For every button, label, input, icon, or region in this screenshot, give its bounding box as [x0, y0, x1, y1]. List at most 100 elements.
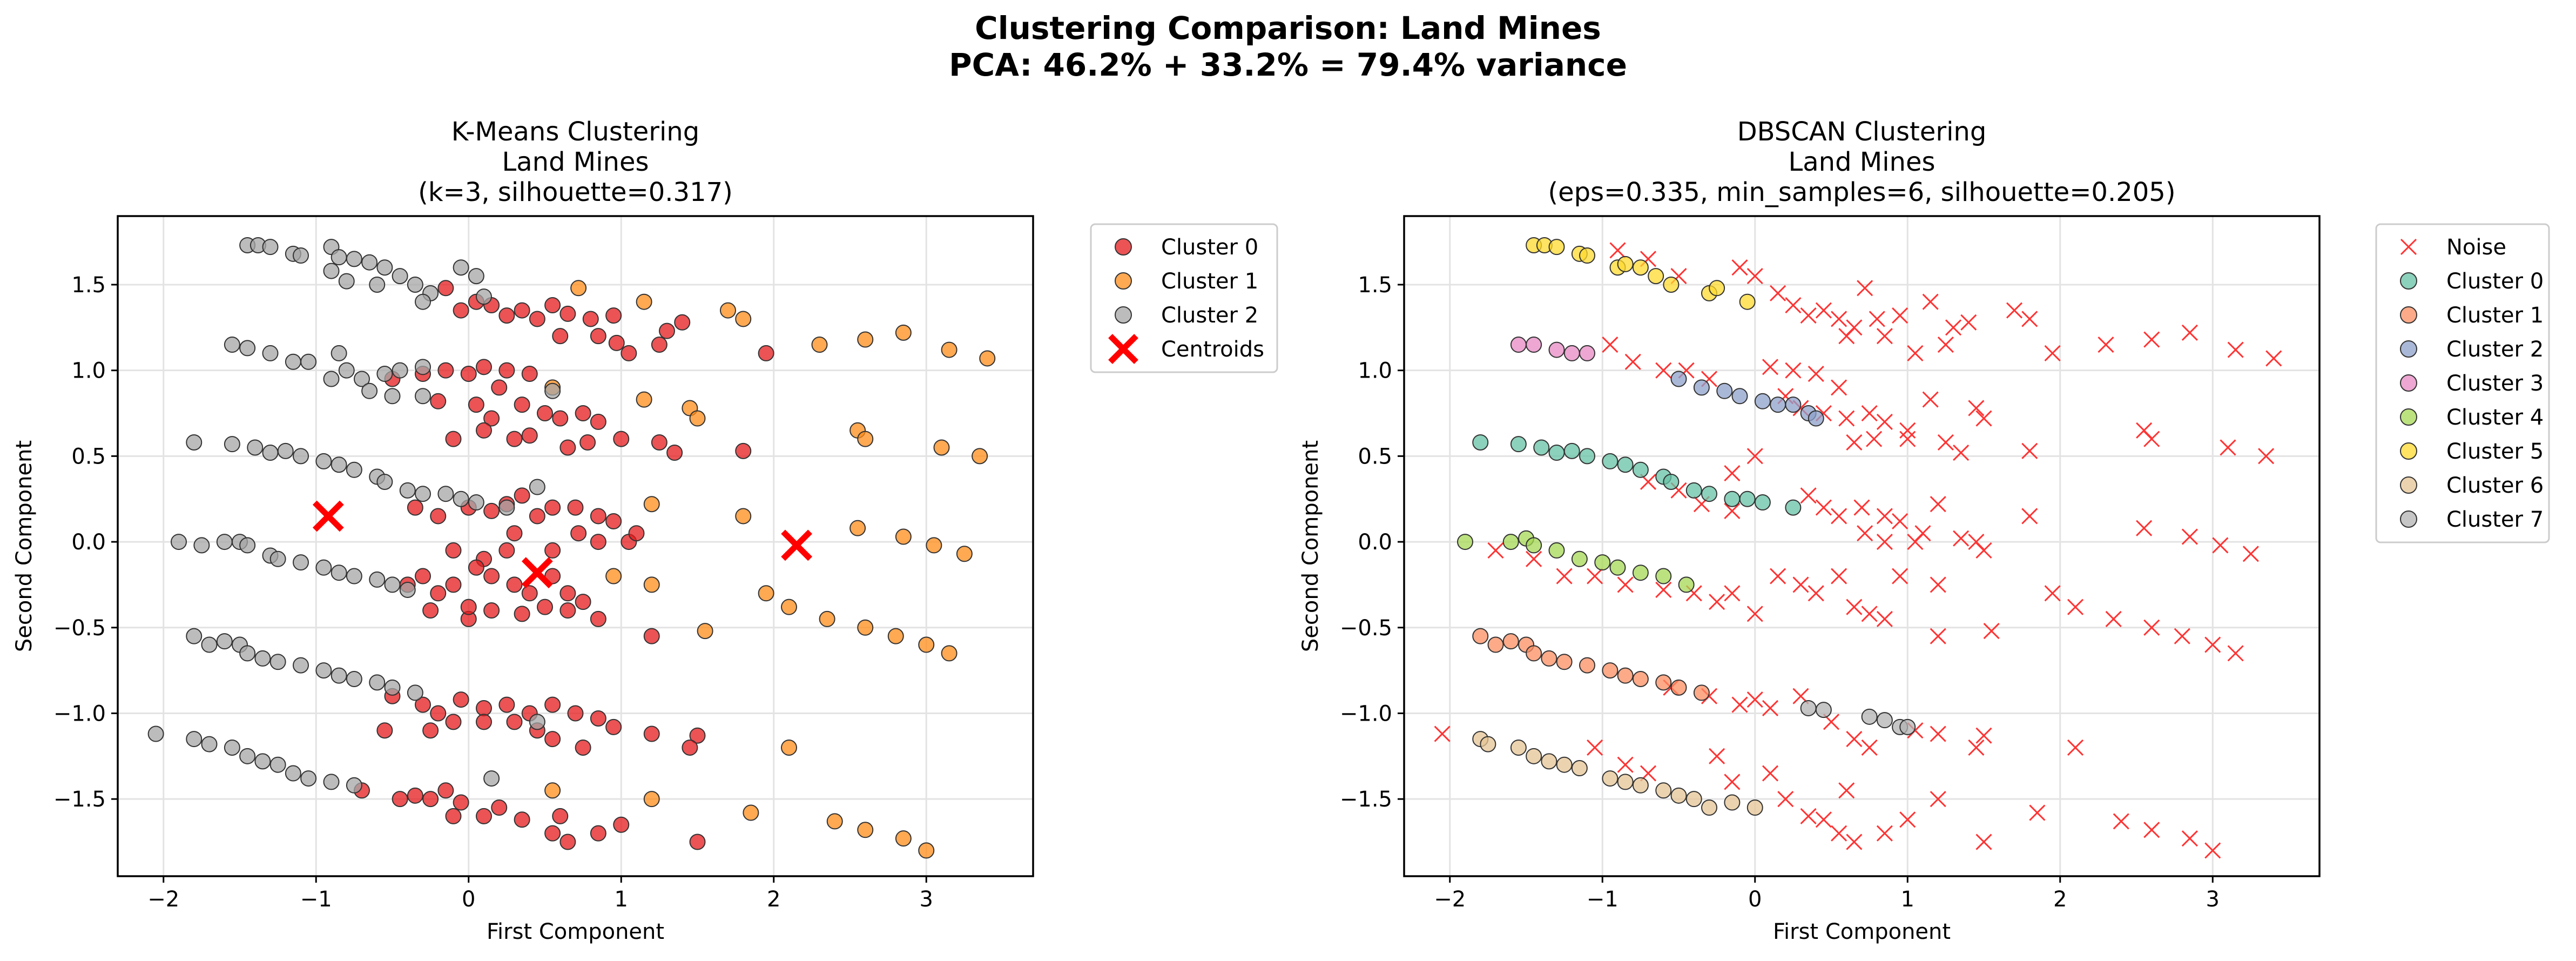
data-point — [239, 340, 256, 357]
data-point — [1632, 670, 1649, 687]
data-point — [1785, 499, 1802, 516]
data-point — [1472, 628, 1489, 644]
data-point — [643, 628, 660, 644]
y-tick-label: 1.5 — [1358, 273, 1392, 298]
data-point — [666, 445, 683, 461]
x-axis-label: First Component — [1773, 919, 1951, 944]
legend-label: Noise — [2446, 235, 2506, 260]
data-point — [735, 442, 752, 459]
data-point — [643, 725, 660, 742]
data-point — [552, 410, 569, 427]
noise-point — [1831, 825, 1847, 842]
data-point — [315, 453, 332, 469]
noise-point — [1846, 731, 1863, 748]
noise-point — [1853, 499, 1870, 516]
centroid-marker — [781, 529, 813, 561]
data-point — [430, 585, 447, 602]
noise-point — [2143, 619, 2160, 636]
data-point — [613, 431, 630, 447]
data-point — [445, 576, 462, 593]
noise-point — [1930, 791, 1946, 808]
data-point — [491, 799, 508, 816]
data-point — [1670, 371, 1687, 387]
series-cluster-3 — [1510, 337, 1595, 361]
noise-point — [1876, 413, 1893, 430]
data-point — [1670, 679, 1687, 696]
legend-frame — [2375, 223, 2550, 543]
legend-label: Cluster 5 — [2446, 439, 2544, 464]
data-point — [689, 410, 706, 427]
data-point — [399, 581, 416, 598]
data-point — [171, 534, 187, 550]
data-point — [1510, 436, 1527, 453]
data-point — [1541, 753, 1557, 770]
data-point — [895, 324, 912, 341]
data-point — [570, 525, 587, 542]
data-point — [1876, 712, 1893, 729]
noise-point — [1831, 379, 1847, 396]
noise-point — [1869, 311, 1885, 327]
data-point — [293, 657, 309, 674]
data-point — [399, 482, 416, 499]
series-cluster-4 — [1457, 530, 1695, 593]
data-point — [1510, 739, 1527, 756]
data-point — [590, 534, 606, 550]
noise-point — [1930, 576, 1946, 593]
data-point — [567, 499, 584, 516]
data-point — [346, 777, 362, 794]
noise-point — [1866, 431, 1883, 447]
data-point — [1632, 564, 1649, 581]
data-point — [941, 645, 957, 662]
legend-marker — [2400, 238, 2417, 256]
noise-point — [2227, 645, 2244, 662]
data-point — [1510, 337, 1527, 353]
data-point — [758, 585, 774, 602]
data-point — [338, 273, 355, 290]
data-point — [590, 610, 606, 627]
axes-frame — [1403, 215, 2321, 877]
legend-label: Cluster 1 — [1161, 269, 1258, 294]
legend-label: Cluster 6 — [2446, 473, 2544, 498]
noise-point — [1655, 581, 1672, 599]
data-point — [811, 337, 828, 353]
legend-label: Cluster 7 — [2446, 507, 2544, 532]
data-point — [460, 599, 477, 615]
data-point — [552, 808, 569, 824]
data-point — [1548, 542, 1565, 559]
data-point — [781, 599, 797, 615]
data-point — [1563, 442, 1580, 459]
noise-point — [1587, 568, 1603, 584]
noise-point — [1785, 297, 1802, 314]
noise-point — [1945, 319, 1962, 336]
data-point — [186, 628, 203, 644]
data-point — [483, 602, 500, 619]
axes-frame — [117, 215, 1034, 877]
data-point — [582, 311, 599, 327]
noise-point — [1975, 727, 1992, 744]
data-point — [529, 311, 545, 327]
data-point — [1602, 662, 1619, 679]
data-point — [544, 297, 561, 314]
data-point — [186, 731, 203, 748]
data-point — [1861, 708, 1878, 725]
noise-point — [2181, 830, 2198, 847]
data-point — [430, 393, 447, 409]
noise-point — [2258, 448, 2275, 465]
data-point — [323, 371, 340, 387]
series-cluster-1 — [1472, 628, 1710, 701]
data-point — [346, 251, 362, 267]
data-point — [643, 576, 660, 593]
data-point — [926, 537, 942, 554]
data-point — [216, 534, 233, 550]
data-point — [743, 804, 759, 821]
data-point — [514, 487, 530, 504]
data-point — [529, 508, 545, 525]
data-point — [224, 739, 240, 756]
x-tick-label: −1 — [1587, 887, 1619, 912]
noise-point — [1846, 434, 1863, 451]
x-tick-label: −1 — [300, 887, 332, 912]
data-point — [918, 842, 935, 859]
x-tick-label: −2 — [147, 887, 179, 912]
data-point — [506, 431, 523, 447]
data-point — [415, 359, 431, 375]
